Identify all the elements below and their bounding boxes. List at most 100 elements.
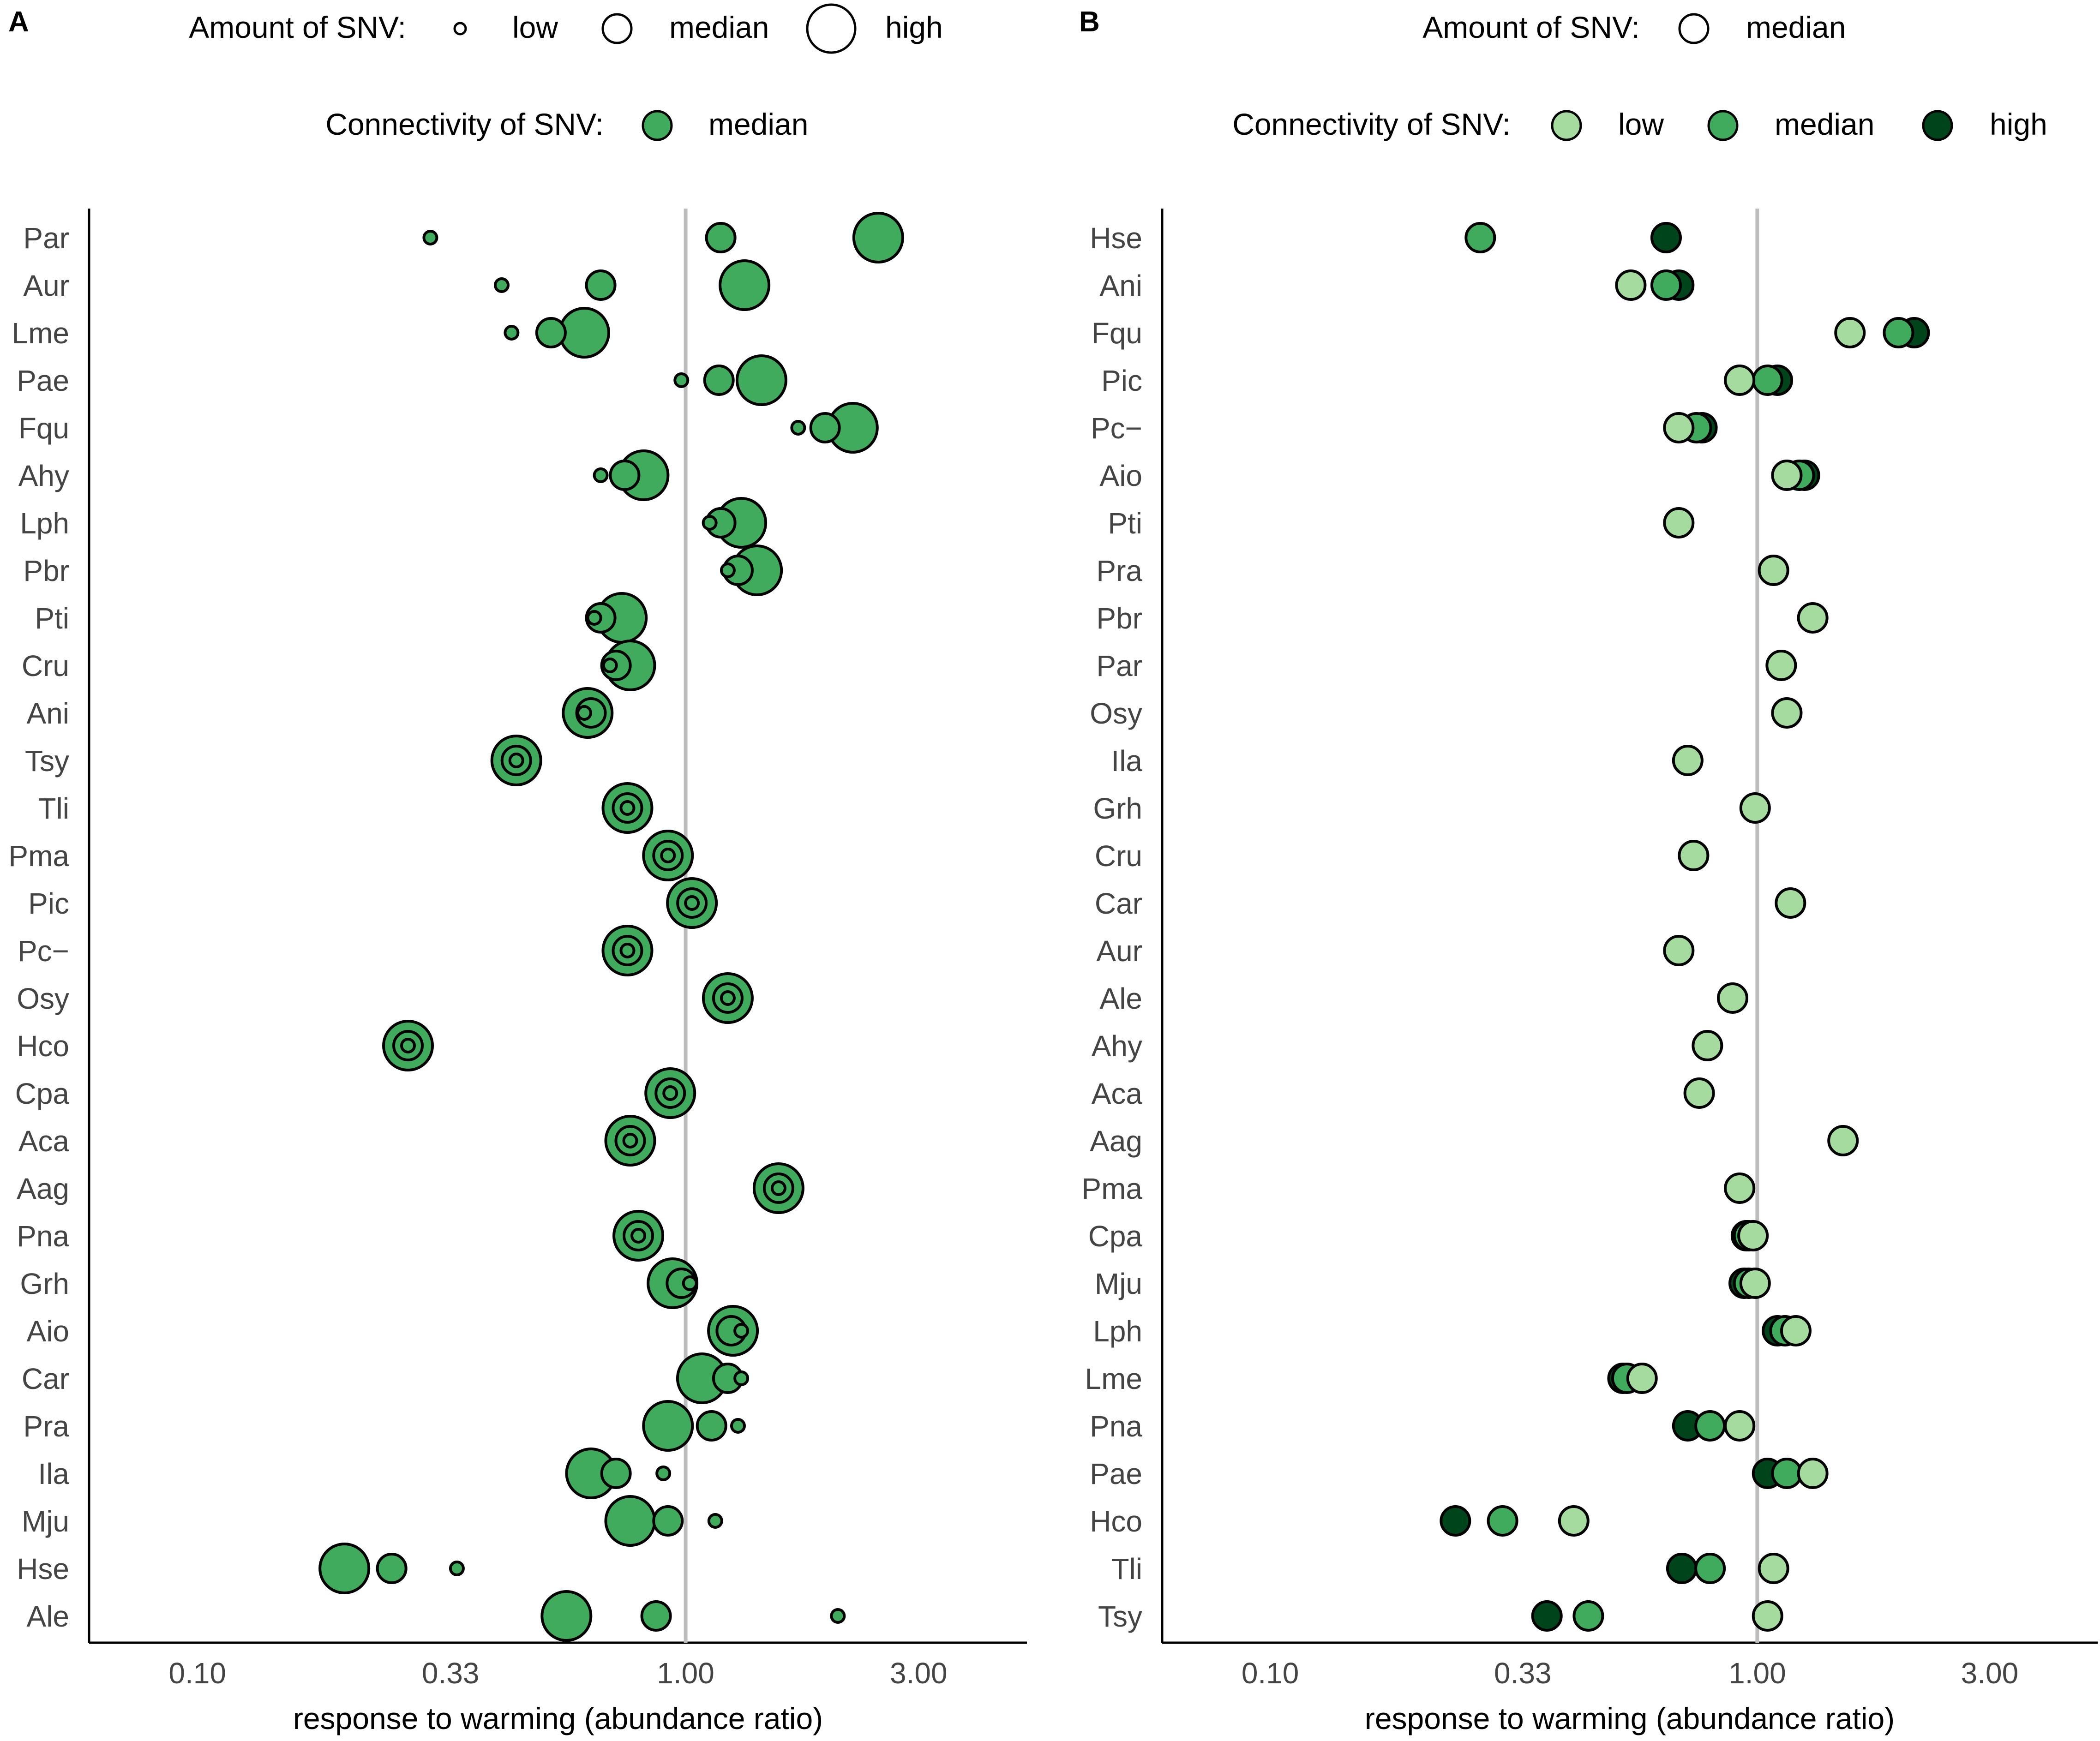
legend-amount-low-label: low: [512, 10, 558, 44]
y-tick-label-ahy: Ahy: [1092, 1029, 1142, 1063]
y-tick-label-aio: Aio: [27, 1315, 70, 1348]
y-tick-label-pae: Pae: [17, 364, 69, 397]
panel-b-plot-area: Hse Ani Fqu Pic Pc− Aio Pti Pra Pbr Par Osy Ila Grh C…: [1081, 209, 2098, 1690]
point-ila-low: [1672, 745, 1704, 776]
point-aur-low: [494, 277, 510, 293]
point-pna-low: [1724, 1410, 1756, 1442]
point-lme-median: [535, 317, 567, 348]
point-hse-median: [1464, 222, 1496, 253]
point-hco-median: [1487, 1505, 1518, 1537]
y-tick-label-lph: Lph: [20, 507, 69, 540]
point-par-low: [422, 230, 438, 245]
x-tick-label-3-00: 3.00: [1961, 1657, 2019, 1690]
y-tick-label-ale: Ale: [27, 1600, 70, 1633]
point-ahy-median: [609, 460, 641, 491]
y-tick-label-aag: Aag: [17, 1172, 69, 1205]
point-hse-high: [318, 1543, 371, 1594]
panel-b-y-tick-labels: Hse Ani Fqu Pic Pc− Aio Pti Pra Pbr Par Osy Ila Grh C…: [1081, 221, 1142, 1633]
panel-a-connectivity-legend-title: Connectivity of SNV:: [325, 107, 604, 141]
point-fqu-median: [1883, 317, 1914, 348]
y-tick-label-cru: Cru: [22, 649, 69, 682]
legend-amount-median-label-b: median: [1746, 10, 1846, 44]
point-pc-low: [619, 943, 636, 958]
y-tick-label-tli: Tli: [38, 792, 69, 825]
y-tick-label-pc: Pc−: [18, 934, 69, 968]
x-tick-label-3-00: 3.00: [890, 1657, 948, 1690]
panel-a-legend: Amount of SNV: low median high Connectiv…: [189, 3, 943, 141]
point-hco-low: [1558, 1505, 1590, 1537]
y-tick-label-aca: Aca: [18, 1125, 70, 1158]
point-aur-low: [1663, 935, 1695, 966]
x-tick-label-1-00: 1.00: [657, 1657, 714, 1690]
legend-amount-median-key-b: [1678, 13, 1710, 44]
point-pra-low: [1758, 555, 1789, 586]
y-tick-label-pna: Pna: [17, 1220, 69, 1253]
point-pti-low: [1663, 507, 1695, 538]
y-tick-label-lme: Lme: [12, 317, 70, 350]
panel-a-x-tick-labels: 0.10 0.33 1.00 3.00: [168, 1657, 947, 1690]
point-lph-low: [1780, 1315, 1812, 1346]
y-tick-label-cpa: Cpa: [1088, 1220, 1143, 1253]
point-aag-low: [770, 1180, 786, 1196]
y-tick-label-ahy: Ahy: [18, 459, 69, 492]
point-ani-low: [576, 705, 592, 721]
panel-a-x-axis-title: response to warming (abundance ratio): [293, 1701, 823, 1735]
point-aio-low: [1771, 460, 1803, 491]
panel-b-x-axis-title: response to warming (abundance ratio): [1365, 1701, 1895, 1735]
x-tick-label-0-33: 0.33: [1494, 1657, 1552, 1690]
y-tick-label-pbr: Pbr: [1096, 602, 1142, 635]
point-tli-high: [1666, 1553, 1698, 1584]
point-tsy-low: [508, 753, 524, 768]
panel-a-y-tick-labels: Par Aur Lme Pae Fqu Ahy Lph Pbr Pti Cru Ani Tsy Tli P…: [8, 221, 69, 1633]
panel-b-points: [1440, 222, 1930, 1632]
y-tick-label-fqu: Fqu: [1092, 317, 1142, 350]
y-tick-label-pma: Pma: [8, 839, 69, 873]
point-ale-low: [830, 1608, 846, 1624]
point-lme-high: [558, 307, 610, 359]
y-tick-label-pna: Pna: [1090, 1410, 1142, 1443]
y-tick-label-pra: Pra: [23, 1410, 69, 1443]
y-tick-label-aur: Aur: [23, 269, 69, 302]
point-lme-low: [504, 325, 520, 341]
panel-a-label: A: [8, 6, 29, 38]
point-ahy-low: [593, 467, 609, 483]
y-tick-label-par: Par: [23, 221, 69, 255]
y-tick-label-aio: Aio: [1100, 459, 1143, 492]
y-tick-label-osy: Osy: [17, 982, 69, 1015]
point-osy-low: [1771, 697, 1803, 729]
point-ahy-low: [1692, 1030, 1723, 1061]
y-tick-label-mju: Mju: [22, 1505, 69, 1538]
point-aio-low: [733, 1323, 750, 1339]
point-fqu-low: [790, 420, 806, 436]
point-tsy-median: [1572, 1600, 1604, 1632]
y-tick-label-pic: Pic: [28, 887, 69, 920]
point-tli-median: [1694, 1553, 1726, 1584]
legend-connectivity-low-key: [1551, 110, 1582, 141]
legend-connectivity-high-label: high: [1990, 107, 2047, 141]
point-ila-median: [600, 1458, 632, 1489]
point-tli-low: [619, 800, 636, 816]
point-pna-low: [630, 1228, 647, 1244]
legend-connectivity-median-key-b: [1707, 110, 1739, 141]
point-cpa-low: [1737, 1220, 1769, 1251]
y-tick-label-par: Par: [1096, 649, 1142, 682]
y-tick-label-ani: Ani: [27, 697, 70, 730]
legend-amount-median-label: median: [669, 10, 769, 44]
y-tick-label-tsy: Tsy: [1098, 1600, 1142, 1633]
point-osy-low: [720, 990, 736, 1006]
point-pae-low: [673, 372, 690, 388]
point-hse-high: [1650, 222, 1682, 253]
y-tick-label-osy: Osy: [1090, 697, 1142, 730]
point-car-low: [733, 1370, 750, 1386]
point-pbr-low: [720, 562, 736, 578]
point-tsy-low: [1752, 1600, 1783, 1632]
x-tick-label-0-10: 0.10: [1242, 1657, 1299, 1690]
panel-a-amount-legend-title: Amount of SNV:: [189, 10, 406, 44]
point-ani-median: [1650, 269, 1682, 301]
point-pae-median: [703, 365, 735, 396]
point-pae-median: [1771, 1458, 1803, 1489]
point-hse-median: [376, 1553, 408, 1584]
y-tick-label-tli: Tli: [1111, 1552, 1142, 1585]
